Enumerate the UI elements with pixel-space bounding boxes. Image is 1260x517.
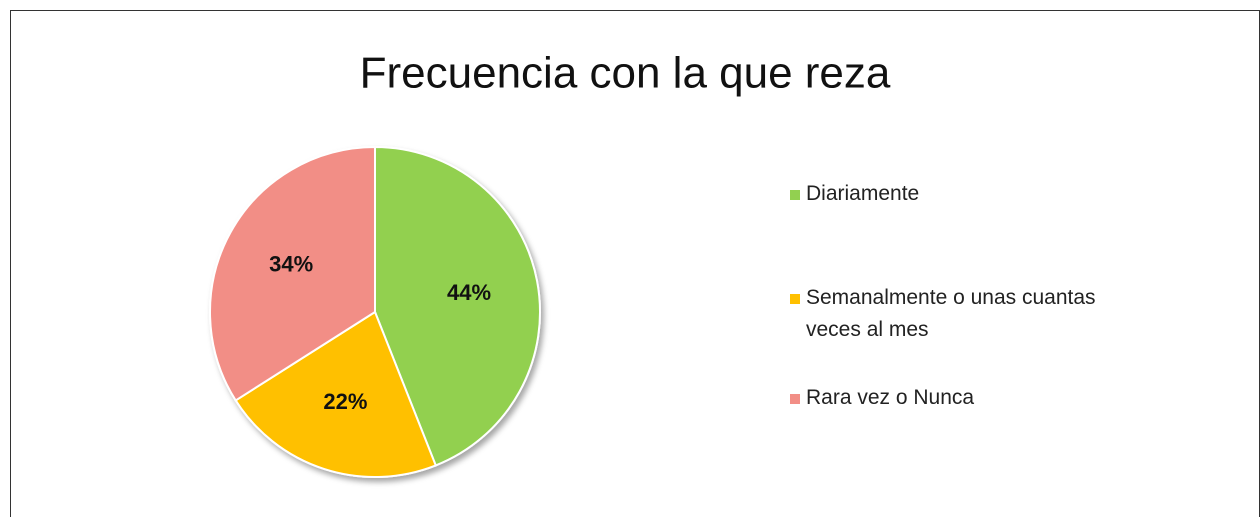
legend-label: Rara vez o Nunca (806, 386, 975, 409)
legend-label: Diariamente (806, 182, 920, 205)
legend-swatch (790, 190, 800, 200)
pie-slice (374, 145, 541, 467)
legend-item: Rara vez o Nunca (790, 382, 1106, 414)
chart-title: Frecuencia con la que reza (360, 49, 891, 98)
legend-swatch (790, 294, 800, 304)
data-label: 22% (323, 389, 367, 414)
legend-swatch (790, 394, 800, 404)
data-label: 34% (269, 252, 313, 277)
pie-slice (234, 310, 438, 478)
legend-label: Semanalmente o unas cuantas veces al mes (806, 286, 1096, 341)
data-label: 44% (447, 280, 491, 305)
pie (209, 145, 541, 478)
legend-item: Semanalmente o unas cuantas veces al mes (790, 282, 1106, 346)
legend-item: Diariamente (790, 178, 1106, 210)
pie-slice (209, 145, 376, 402)
pie-labels: 44% 22% 34% (269, 252, 491, 414)
